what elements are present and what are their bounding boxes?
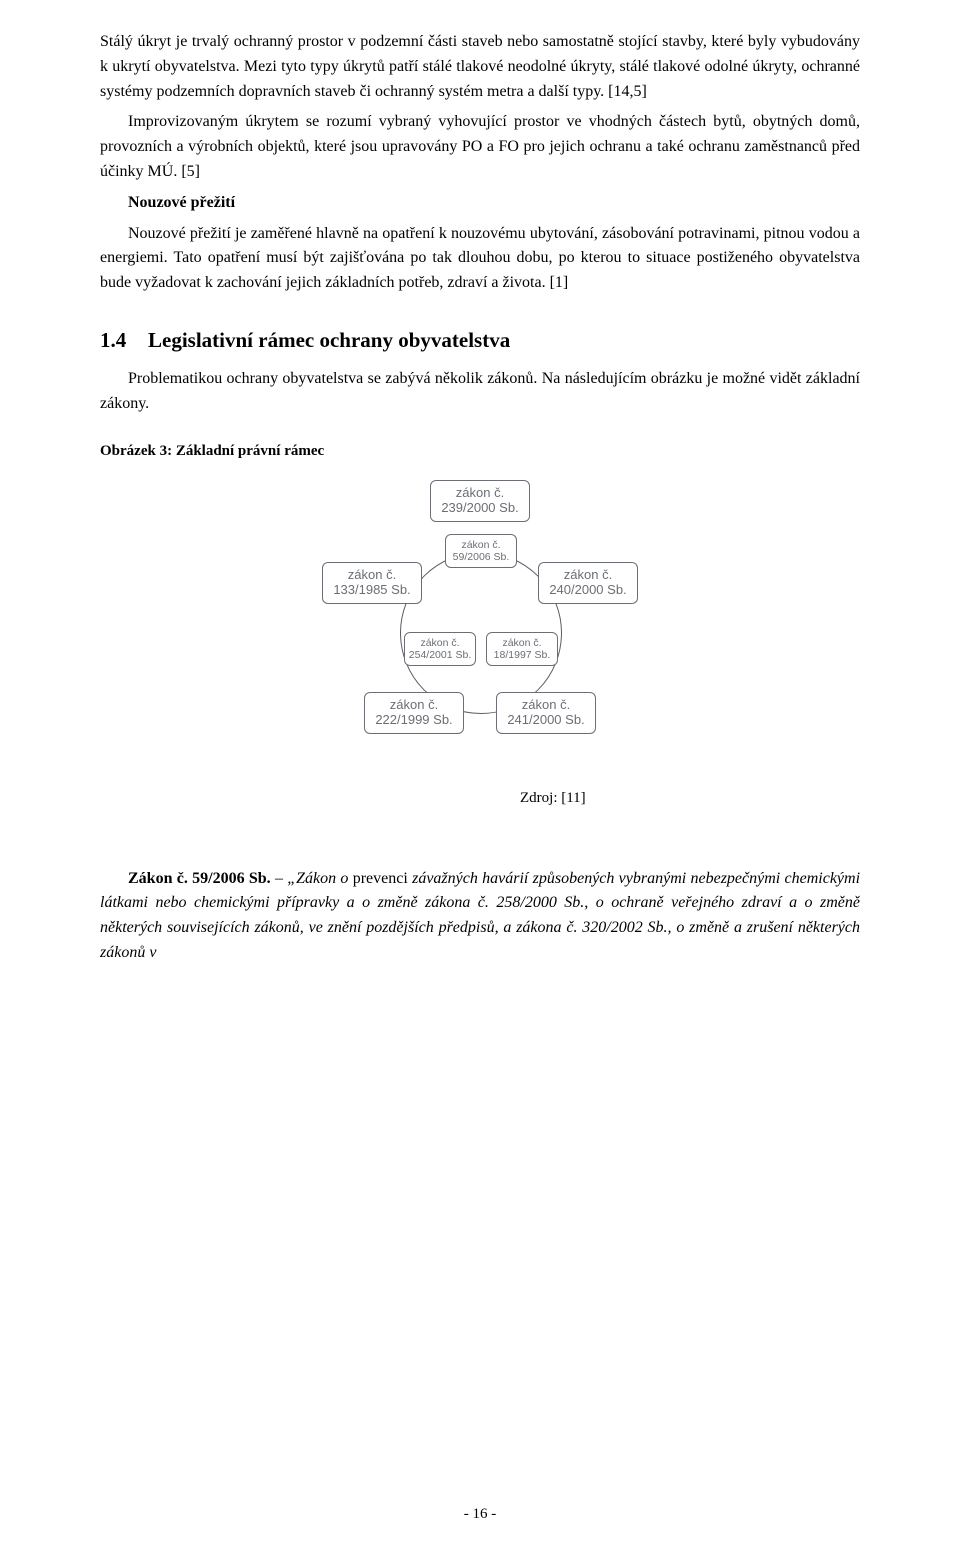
diagram-node: zákon č.133/1985 Sb. — [322, 562, 422, 604]
paragraph-2: Improvizovaným úkrytem se rozumí vybraný… — [100, 110, 860, 184]
diagram-node: zákon č.222/1999 Sb. — [364, 692, 464, 734]
law-word: prevenci — [348, 870, 412, 887]
law-quote-open: „Zákon o — [287, 870, 348, 887]
section-number: 1.4 — [100, 328, 148, 353]
diagram-node: zákon č.239/2000 Sb. — [430, 480, 530, 522]
paragraph-1: Stálý úkryt je trvalý ochranný prostor v… — [100, 30, 860, 104]
subheading-nouzove-preziti: Nouzové přežití — [100, 191, 860, 216]
figure-source: Zdroj: [11] — [520, 790, 860, 807]
page: Stálý úkryt je trvalý ochranný prostor v… — [0, 0, 960, 1541]
legal-framework-diagram: zákon č.239/2000 Sb. zákon č.59/2006 Sb. z… — [290, 472, 670, 772]
section-heading: 1.4Legislativní rámec ochrany obyvatelst… — [100, 328, 860, 353]
law-sep: – — [271, 870, 288, 887]
law-paragraph: Zákon č. 59/2006 Sb. – „Zákon o prevenci… — [100, 867, 860, 966]
diagram-node: zákon č.18/1997 Sb. — [486, 632, 558, 666]
figure-caption: Obrázek 3: Základní právní rámec — [100, 443, 860, 460]
section-title: Legislativní rámec ochrany obyvatelstva — [148, 328, 510, 352]
law-label: Zákon č. 59/2006 Sb. — [128, 870, 271, 887]
diagram-node: zákon č.241/2000 Sb. — [496, 692, 596, 734]
diagram-node: zákon č.59/2006 Sb. — [445, 534, 517, 568]
diagram-node: zákon č.254/2001 Sb. — [404, 632, 476, 666]
page-number: - 16 - — [0, 1506, 960, 1523]
paragraph-3: Nouzové přežití je zaměřené hlavně na op… — [100, 222, 860, 296]
diagram-node: zákon č.240/2000 Sb. — [538, 562, 638, 604]
paragraph-4: Problematikou ochrany obyvatelstva se za… — [100, 367, 860, 417]
